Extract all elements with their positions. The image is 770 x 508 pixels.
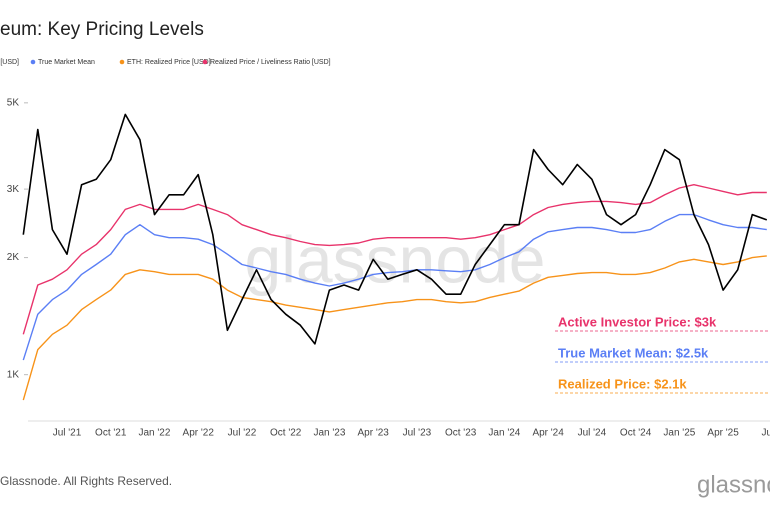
series-line <box>22 113 768 345</box>
x-tick-label: Jan '25 <box>663 428 695 439</box>
x-tick-label: Apr '25 <box>707 428 739 439</box>
x-tick-label: Oct '24 <box>620 428 652 439</box>
legend-swatch <box>119 59 125 65</box>
legend-label: True Market Mean <box>38 59 95 66</box>
x-tick-label: Apr '24 <box>532 428 564 439</box>
x-tick-label: Apr '23 <box>357 428 389 439</box>
y-tick-label: 2K <box>7 252 20 263</box>
x-tick-label: Oct '23 <box>445 428 477 439</box>
series-line <box>22 213 767 361</box>
x-tick-label: Jan '23 <box>313 428 345 439</box>
legend-label: Realized Price / Liveliness Ratio [USD] <box>210 59 331 66</box>
footer: Glassnode. All Rights Reserved. <box>0 474 172 488</box>
x-tick-label: Jan '22 <box>139 428 171 439</box>
annotation: True Market Mean: $2.5k <box>558 345 709 360</box>
annotation: Realized Price: $2.1k <box>558 376 687 391</box>
chart-title: eum: Key Pricing Levels <box>0 19 204 40</box>
x-tick-label: Ju <box>762 428 770 439</box>
watermark: glassnode <box>245 222 546 296</box>
y-tick-label: 5K <box>7 97 20 108</box>
logo: glassno <box>697 471 770 498</box>
x-tick-label: Jul '23 <box>403 428 432 439</box>
legend-label: ETH: Realized Price [USD] <box>127 59 211 66</box>
x-tick-label: Jan '24 <box>488 428 520 439</box>
x-tick-label: Apr '22 <box>183 428 215 439</box>
x-tick-label: Jul '21 <box>53 428 82 439</box>
legend-swatch <box>30 59 36 65</box>
series-line <box>22 184 767 335</box>
x-tick-label: Oct '22 <box>270 428 302 439</box>
legend-label: [USD] <box>0 59 19 66</box>
series-line <box>22 255 767 401</box>
y-tick-label: 3K <box>7 184 20 195</box>
y-tick-label: 1K <box>7 369 20 380</box>
x-tick-label: Oct '21 <box>95 428 127 439</box>
annotation: Active Investor Price: $3k <box>558 314 717 329</box>
legend-swatch <box>202 59 208 65</box>
x-tick-label: Jul '22 <box>228 428 257 439</box>
x-tick-label: Jul '24 <box>578 428 607 439</box>
